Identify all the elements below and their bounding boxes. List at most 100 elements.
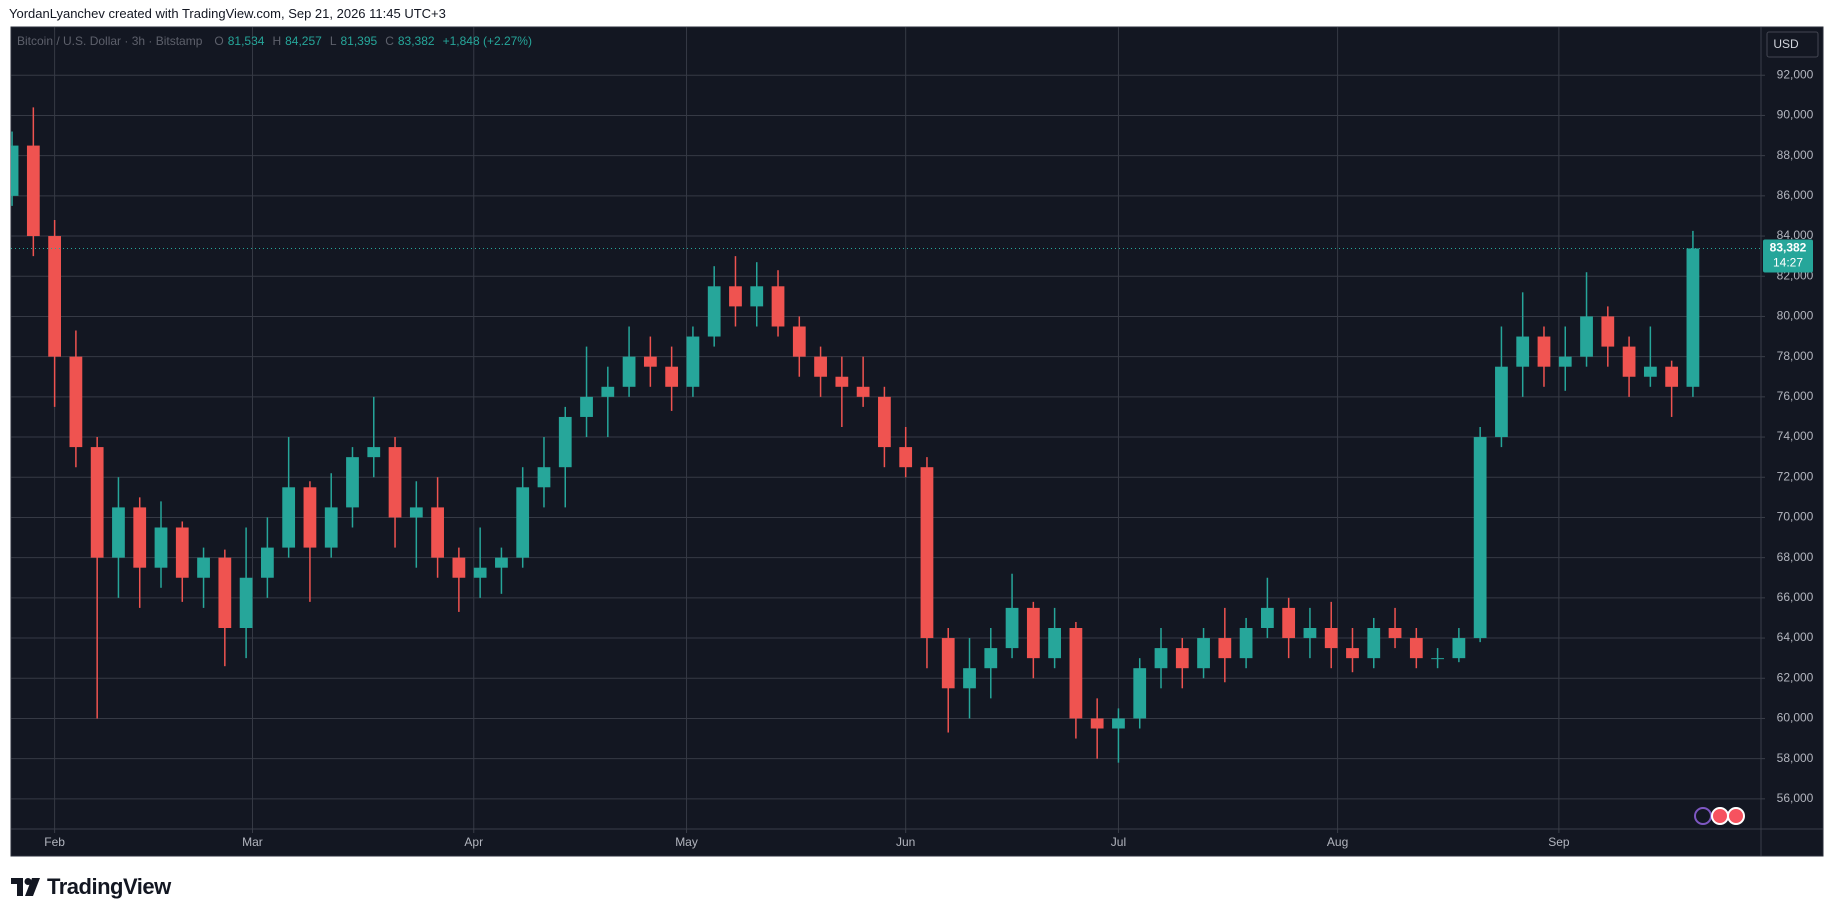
candle-body — [580, 396, 593, 417]
event-icon[interactable] — [1711, 807, 1729, 825]
candle-body — [856, 386, 870, 397]
candle-body — [1069, 627, 1083, 719]
y-tick-label: 78,000 — [1777, 349, 1814, 363]
y-tick-label: 84,000 — [1777, 228, 1814, 242]
candle-body — [1303, 627, 1317, 639]
candle-body — [1516, 336, 1530, 367]
candle-body — [750, 286, 764, 307]
legend-value: 81,395 — [340, 34, 378, 48]
candle-body — [1686, 248, 1700, 387]
candle-body — [261, 547, 274, 578]
candle-body — [1026, 607, 1040, 659]
candle-body — [878, 396, 891, 448]
candle-body — [1090, 718, 1104, 729]
candle-body — [431, 507, 444, 558]
legend-change: +1,848 (+2.27%) — [442, 34, 532, 48]
candle-body — [622, 356, 636, 387]
candle-body — [686, 336, 700, 387]
y-tick-label: 80,000 — [1777, 309, 1814, 323]
candle-body — [90, 447, 104, 558]
candle-body — [1643, 366, 1657, 377]
event-icon[interactable] — [1727, 807, 1745, 825]
candle-body — [814, 356, 827, 377]
candle-body — [473, 567, 487, 578]
y-tick-label: 92,000 — [1777, 67, 1814, 81]
logo[interactable]: TradingView — [11, 874, 171, 900]
candle-body — [1388, 627, 1402, 639]
candle-body — [1197, 638, 1210, 669]
candle-body — [984, 648, 998, 669]
y-tick-label: 58,000 — [1777, 751, 1814, 765]
x-tick-label: Mar — [242, 835, 263, 849]
candle-body — [1473, 437, 1487, 639]
candle-body — [1431, 658, 1444, 660]
last-price-box — [1763, 239, 1813, 273]
candle-body — [154, 527, 168, 568]
candle-body — [1324, 627, 1338, 649]
candle-body — [1409, 638, 1423, 659]
y-tick-label: 60,000 — [1777, 711, 1814, 725]
x-tick-label: May — [675, 835, 698, 849]
candle-body — [707, 286, 721, 337]
candle-body — [1239, 627, 1253, 659]
candle-body — [963, 668, 976, 689]
chart-background — [10, 26, 1824, 857]
candle-body — [729, 286, 742, 307]
y-tick-label: 86,000 — [1777, 188, 1814, 202]
grid — [11, 27, 1761, 829]
symbol-title[interactable]: Bitcoin / U.S. Dollar · 3h · Bitstamp — [17, 34, 203, 48]
candle-body — [367, 447, 381, 458]
y-tick-label: 66,000 — [1777, 590, 1814, 604]
candle-body — [516, 487, 530, 558]
currency-box[interactable] — [1766, 31, 1819, 58]
candle-body — [1601, 316, 1615, 347]
candle-body — [1218, 638, 1232, 659]
x-tick-label: Sep — [1548, 835, 1570, 849]
logo-text: TradingView — [47, 874, 171, 899]
candle-body — [792, 326, 806, 357]
candle-body — [558, 416, 572, 468]
candle-body — [239, 577, 253, 628]
last-price-label: 83,382 — [1770, 241, 1807, 255]
legend-value: 81,534 — [227, 34, 265, 48]
legend-value: 83,382 — [397, 34, 435, 48]
candle-body — [48, 236, 61, 357]
currency-label[interactable]: USD — [1773, 37, 1799, 51]
y-tick-label: 68,000 — [1777, 550, 1814, 564]
candle-body — [1005, 607, 1019, 649]
candle-body — [1048, 627, 1061, 659]
y-tick-label: 62,000 — [1777, 670, 1814, 684]
axes: 56,000 58,000 60,000 62,000 64,000 66,000 68,0… — [11, 67, 1814, 849]
event-icon[interactable] — [1694, 807, 1712, 825]
candle-body — [1282, 607, 1296, 639]
candle-body — [665, 366, 679, 387]
y-tick-label: 70,000 — [1777, 510, 1814, 524]
candle-body — [1452, 638, 1466, 659]
candle-body — [920, 467, 934, 639]
x-tick-label: Aug — [1327, 835, 1348, 849]
candle-body — [1665, 366, 1679, 387]
candle-body — [346, 457, 359, 508]
candle-body — [1622, 346, 1636, 377]
candle-body — [1133, 668, 1147, 719]
y-tick-label: 74,000 — [1777, 429, 1814, 443]
candle-body — [1175, 648, 1189, 669]
candle-body — [218, 557, 232, 628]
candle-body — [324, 507, 338, 548]
candle-body — [26, 145, 40, 237]
x-tick-label: Jun — [896, 835, 915, 849]
candle-body — [1495, 366, 1508, 438]
y-tick-label: 64,000 — [1777, 630, 1814, 644]
candle-body — [197, 557, 210, 578]
logo-icon — [11, 878, 40, 896]
candle-body — [11, 145, 19, 196]
candle-body — [388, 447, 402, 518]
candle-body — [1112, 718, 1125, 729]
candle-body — [133, 507, 147, 568]
legend-key: H — [272, 34, 282, 48]
legend-value: 84,257 — [285, 34, 322, 48]
candle-body — [1367, 627, 1381, 659]
candle-body — [941, 638, 955, 689]
